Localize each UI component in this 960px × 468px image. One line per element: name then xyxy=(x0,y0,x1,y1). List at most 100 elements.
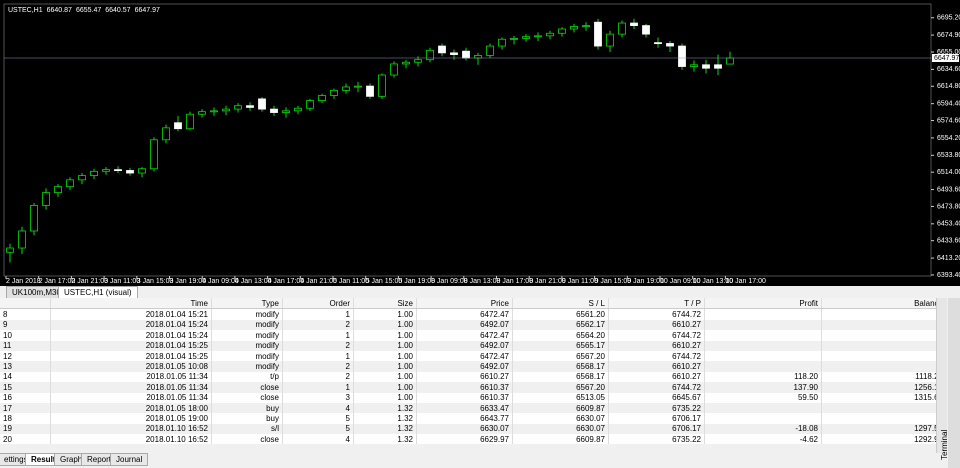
table-cell: modify xyxy=(211,361,283,372)
table-cell: 6610.27 xyxy=(608,319,705,331)
candle-body xyxy=(498,38,506,47)
x-tick-label: 8 Jan 09:00 xyxy=(431,278,468,285)
table-cell: 4 xyxy=(282,434,354,445)
x-tick-label: 5 Jan 11:00 xyxy=(333,278,369,285)
col-header: Profit xyxy=(704,298,822,310)
table-cell: 1.00 xyxy=(353,371,417,383)
candle-body xyxy=(654,42,662,45)
col-header: Type xyxy=(211,298,283,310)
table-cell: 2018.01.05 11:34 xyxy=(50,371,212,383)
candle-body xyxy=(234,105,242,110)
col-header: T / P xyxy=(608,298,705,310)
table-cell: 6610.27 xyxy=(416,371,513,383)
table-row: 16 2018.01.05 11:34 close 3 1.00 6610.37 6513.… xyxy=(0,392,947,403)
table-cell: 15 xyxy=(0,382,51,393)
table-row: 9 2018.01.04 15:24 modify 2 1.00 6492.07 6562.… xyxy=(0,319,947,331)
table-cell: close xyxy=(211,434,283,445)
y-tick-label: 6674.90 xyxy=(937,32,960,39)
symbol: USTEC,H1 xyxy=(8,7,43,14)
table-cell: 6492.07 xyxy=(416,319,513,331)
table-cell: 2018.01.10 16:52 xyxy=(50,423,212,435)
table-cell: 2018.01.04 15:25 xyxy=(50,340,212,351)
table-cell: modify xyxy=(211,340,283,351)
candle-body xyxy=(378,74,386,97)
candle-body xyxy=(30,205,38,232)
table-cell xyxy=(704,413,822,424)
table-cell: 2 xyxy=(282,340,354,351)
candle-body xyxy=(666,43,674,47)
table-row: 20 2018.01.10 16:52 close 4 1.32 6629.97 6609.… xyxy=(0,434,947,445)
table-cell: 6706.17 xyxy=(608,413,705,424)
candle-body xyxy=(402,61,410,65)
x-tick-label: 4 Jan 21:00 xyxy=(300,278,337,285)
x-tick-label: 8 Jan 21:00 xyxy=(529,278,566,285)
candle-body xyxy=(246,105,254,108)
table-cell: 6643.77 xyxy=(416,413,513,424)
table-cell: 6629.97 xyxy=(416,434,513,445)
table-cell: 2018.01.04 15:24 xyxy=(50,330,212,341)
col-header: Size xyxy=(353,298,417,310)
table-cell: 4 xyxy=(282,402,354,414)
candle-body xyxy=(390,63,398,76)
x-tick-label: 4 Jan 13:00 xyxy=(235,278,272,285)
table-cell: 6565.17 xyxy=(512,340,609,351)
table-cell: 6630.07 xyxy=(512,413,609,424)
table-cell: 1.32 xyxy=(353,434,417,445)
table-cell: 6610.27 xyxy=(608,361,705,372)
table-cell: s/l xyxy=(211,423,283,435)
table-cell xyxy=(821,340,947,351)
candle-body xyxy=(126,170,134,174)
x-tick-label: 4 Jan 17:00 xyxy=(268,278,305,285)
table-cell: 1.00 xyxy=(353,382,417,393)
candle-body xyxy=(438,45,446,54)
table-cell: 6744.72 xyxy=(608,350,705,362)
table-row: 13 2018.01.05 10:08 modify 2 1.00 6492.07 6568… xyxy=(0,361,947,372)
table-cell: 2018.01.05 11:34 xyxy=(50,392,212,403)
y-tick-label: 6493.60 xyxy=(937,186,960,193)
table-cell: 6706.17 xyxy=(608,423,705,435)
x-tick-label: 3 Jan 19:00 xyxy=(170,278,207,285)
table-cell: 1.00 xyxy=(353,392,417,403)
table-cell: 1.00 xyxy=(353,319,417,331)
table-cell: 11 xyxy=(0,340,51,351)
candle-body xyxy=(150,139,158,170)
candle-body xyxy=(726,57,734,65)
table-cell: 5 xyxy=(282,413,354,424)
y-tick-label: 6695.20 xyxy=(937,15,960,22)
candle-body xyxy=(594,21,602,47)
candle-body xyxy=(294,107,302,112)
candle-body xyxy=(618,22,626,35)
col-header: S / L xyxy=(512,298,609,310)
table-cell: 2018.01.10 16:52 xyxy=(50,434,212,445)
candle-body xyxy=(6,247,14,253)
scrollbar[interactable] xyxy=(936,298,947,453)
x-tick-label: 10 Jan 09:00 xyxy=(660,278,701,285)
candle-body xyxy=(210,110,218,113)
candle-body xyxy=(582,25,590,28)
x-tick-label: 5 Jan 15:00 xyxy=(366,278,403,285)
table-cell: 6630.07 xyxy=(512,423,609,435)
table-cell: 1.00 xyxy=(353,361,417,372)
table-cell: 19 xyxy=(0,423,51,435)
table-cell: 1 xyxy=(282,382,354,393)
candle-body xyxy=(510,37,518,40)
table-cell: 14 xyxy=(0,371,51,383)
candle-body xyxy=(102,169,110,172)
table-row: 8 2018.01.04 15:21 modify 1 1.00 6472.47 6561.… xyxy=(0,308,947,320)
table-row: 11 2018.01.04 15:25 modify 2 1.00 6492.07 6565… xyxy=(0,340,947,351)
table-cell: 2018.01.04 15:21 xyxy=(50,308,212,320)
candle-body xyxy=(366,85,374,97)
candle-body xyxy=(486,45,494,56)
table-cell: 18 xyxy=(0,413,51,424)
table-cell: 6567.20 xyxy=(512,382,609,393)
y-tick-label: 6614.80 xyxy=(937,83,960,90)
bottom-tab[interactable]: Journal xyxy=(110,453,149,466)
table-cell: 12 xyxy=(0,350,51,362)
col-header: Balance xyxy=(821,298,947,310)
y-tick-label: 6554.20 xyxy=(937,135,960,142)
table-cell xyxy=(704,350,822,362)
candle-body xyxy=(426,49,434,61)
table-cell: 16 xyxy=(0,392,51,403)
table-cell: 59.50 xyxy=(704,392,822,403)
